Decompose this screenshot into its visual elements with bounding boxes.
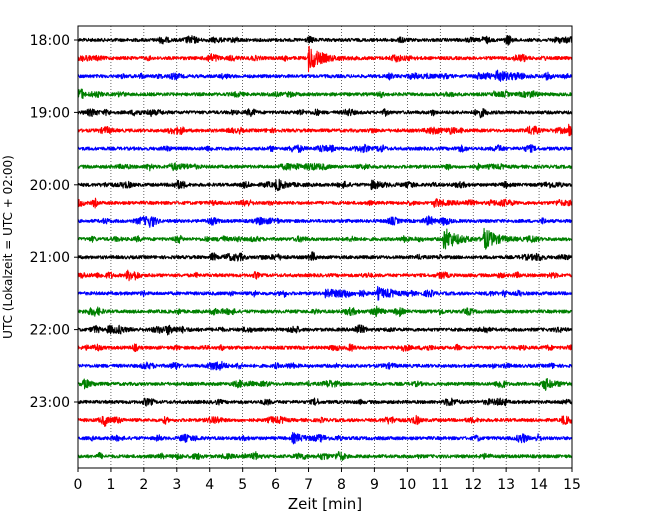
seismogram-trace (77, 143, 573, 154)
x-tick-label: 12 (464, 477, 482, 493)
y-tick-label: 20:00 (30, 178, 70, 194)
seismogram-trace (77, 269, 573, 282)
plot-frame (77, 25, 573, 469)
x-tick-label: 9 (370, 477, 379, 493)
seismogram-trace (77, 251, 573, 262)
seismogram-trace (77, 377, 573, 391)
seismogram-trace (77, 285, 573, 301)
x-tick-label: 7 (304, 477, 313, 493)
x-tick-label: 15 (563, 477, 581, 493)
seismogram-trace (77, 45, 573, 73)
seismogram-trace (77, 69, 573, 82)
seismogram-trace (77, 414, 573, 427)
x-tick-label: 8 (337, 477, 346, 493)
seismogram-trace (77, 162, 573, 172)
seismogram-trace (77, 360, 573, 371)
seismogram-trace (77, 123, 573, 137)
x-tick-label: 3 (172, 477, 181, 493)
seismogram-trace (77, 197, 573, 209)
x-tick-label: 6 (271, 477, 280, 493)
seismogram-trace (77, 88, 573, 100)
y-tick-label: 21:00 (30, 250, 70, 266)
seismogram-trace (77, 397, 573, 407)
y-axis-ticks: 18:00 19:00 20:00 21:00 22:00 23:00 (30, 33, 78, 411)
x-tick-label: 14 (530, 477, 548, 493)
y-tick-label: 19:00 (30, 105, 70, 121)
y-tick-label: 23:00 (30, 395, 70, 411)
x-axis-label: Zeit [min] (288, 495, 362, 513)
x-tick-label: 10 (398, 477, 416, 493)
seismogram-trace (77, 108, 573, 119)
seismogram-trace (77, 227, 573, 250)
x-tick-label: 4 (205, 477, 214, 493)
x-tick-label: 0 (74, 477, 83, 493)
seismogram-trace (77, 451, 573, 461)
seismogram-trace (77, 431, 573, 445)
x-tick-label: 5 (238, 477, 247, 493)
x-tick-label: 1 (106, 477, 115, 493)
y-tick-label: 22:00 (30, 323, 70, 339)
seismogram-traces (77, 34, 573, 461)
x-tick-label: 11 (431, 477, 449, 493)
seismogram-trace (77, 178, 573, 192)
seismogram-trace (77, 324, 573, 336)
x-axis-ticks: 0 1 2 3 4 5 6 7 8 9 10 11 12 13 14 15 (74, 468, 581, 493)
seismogram-trace (77, 215, 573, 228)
seismogram-trace (77, 343, 573, 353)
y-axis-label: UTC (Lokalzeit = UTC + 02:00) (1, 155, 15, 339)
x-tick-label: 2 (139, 477, 148, 493)
x-tick-label: 13 (497, 477, 515, 493)
y-tick-label: 18:00 (30, 33, 70, 49)
seismogram-trace (77, 305, 573, 318)
seismogram-trace (77, 34, 573, 46)
